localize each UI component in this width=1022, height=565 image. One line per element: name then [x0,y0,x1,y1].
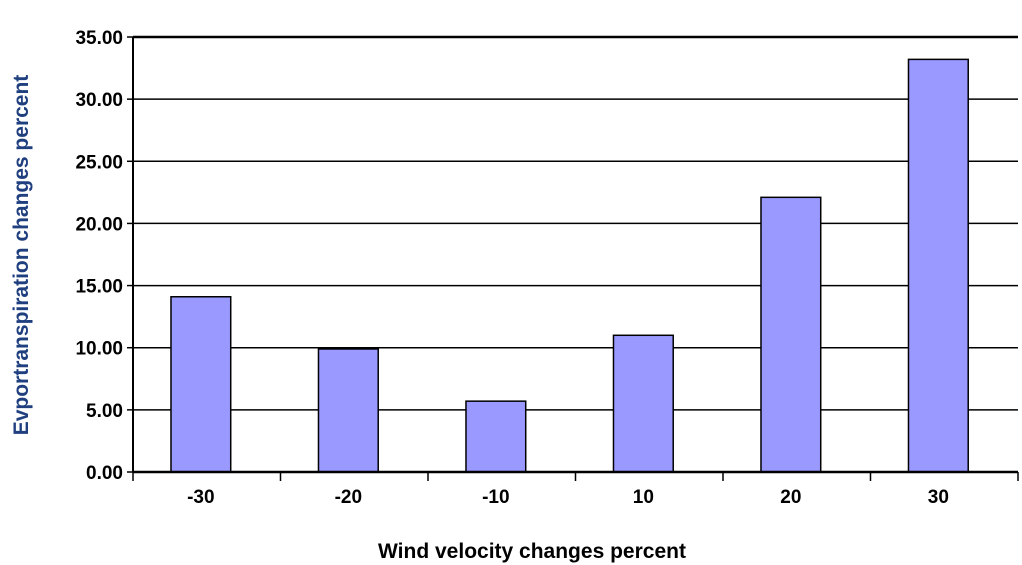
x-tick-label-10: 10 [633,487,654,508]
bar--30 [170,296,232,473]
y-tick-label-5: 25.00 [75,152,123,173]
bar-30 [907,58,969,473]
y-tick-label-3: 15.00 [75,277,123,298]
y-tick-label-0: 0.00 [86,463,123,484]
gridlines [133,35,1018,411]
y-tick-label-6: 30.00 [75,90,123,111]
y-tick-labels: 0.00 5.00 10.00 15.00 20.00 25.00 30.00 35.00 [75,28,123,484]
x-axis-title: Wind velocity changes percent [378,540,686,563]
bar-20 [760,196,822,473]
bar--20 [317,348,379,473]
x-tick-label--20: -20 [335,487,362,508]
bar--10 [465,400,527,473]
bar-10 [612,334,674,473]
axes [127,36,1019,481]
y-tick-label-2: 10.00 [75,339,123,360]
y-tick-label-7: 35.00 [75,28,123,49]
y-tick-label-1: 5.00 [86,401,123,422]
x-tick-label--10: -10 [482,487,509,508]
bars [170,58,969,473]
x-tick-label-30: 30 [928,487,949,508]
x-tick-label--30: -30 [187,487,214,508]
y-tick-label-4: 20.00 [75,214,123,235]
x-tick-label-20: 20 [780,487,801,508]
x-tick-labels: -30 -20 -10 10 20 30 [187,487,949,508]
y-axis-title: Evportranspiration changes percent [10,75,33,436]
